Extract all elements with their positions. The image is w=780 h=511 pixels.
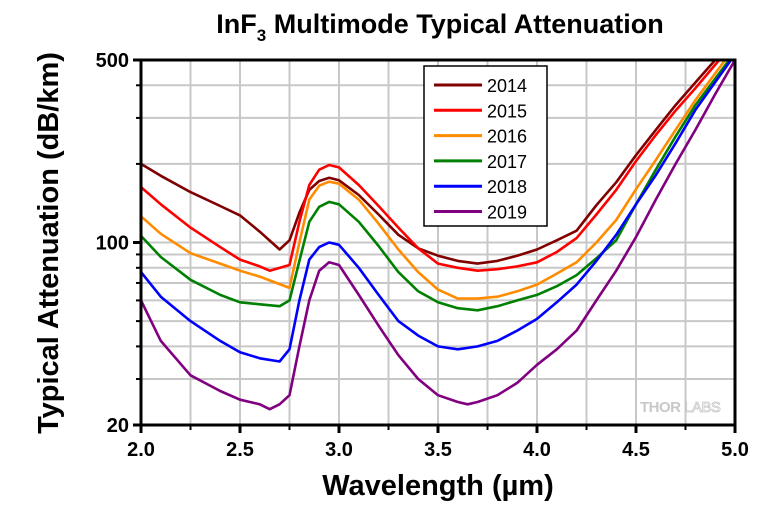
series-line-2017 [140, 59, 731, 312]
x-tick-label: 4.0 [523, 439, 551, 461]
series-lines [139, 59, 737, 411]
legend: 2014 2015 2016 2017 2018 2019 [423, 65, 548, 227]
watermark-labs: LABS [684, 399, 721, 416]
watermark-thor: THOR [640, 399, 681, 416]
legend-box [423, 65, 548, 227]
y-tick-label: 20 [107, 415, 129, 437]
x-axis-label: Wavelength (µm) [322, 470, 554, 502]
x-tick-label: 2.5 [226, 439, 254, 461]
x-tick-label: 3.5 [424, 439, 452, 461]
y-tick-label: 100 [96, 233, 129, 255]
x-tick-label: 5.0 [721, 439, 749, 461]
axis-ticks: 2.0 2.5 3.0 3.5 4.0 4.5 5.0 20 100 500 [96, 50, 749, 461]
legend-label-2019: 2019 [487, 203, 527, 223]
legend-label-2017: 2017 [487, 152, 527, 172]
y-tick-label: 500 [96, 50, 129, 72]
x-tick-label: 4.5 [622, 439, 650, 461]
legend-label-2018: 2018 [487, 177, 527, 197]
legend-label-2016: 2016 [487, 127, 527, 147]
y-axis-label: Typical Attenuation (dB/km) [33, 52, 65, 434]
series-line-2014 [140, 59, 717, 265]
legend-label-2015: 2015 [487, 101, 527, 121]
series-line-2018 [139, 59, 733, 363]
series-line-2015 [140, 59, 721, 272]
x-tick-label: 3.0 [325, 439, 353, 461]
thorlabs-watermark: THOR LABS [640, 399, 722, 417]
x-tick-label: 2.0 [127, 439, 155, 461]
legend-label-2014: 2014 [487, 76, 527, 96]
series-line-2016 [140, 59, 727, 300]
series-line-2019 [139, 59, 737, 411]
chart-title: InF3 Multimode Typical Attenuation [216, 9, 663, 45]
